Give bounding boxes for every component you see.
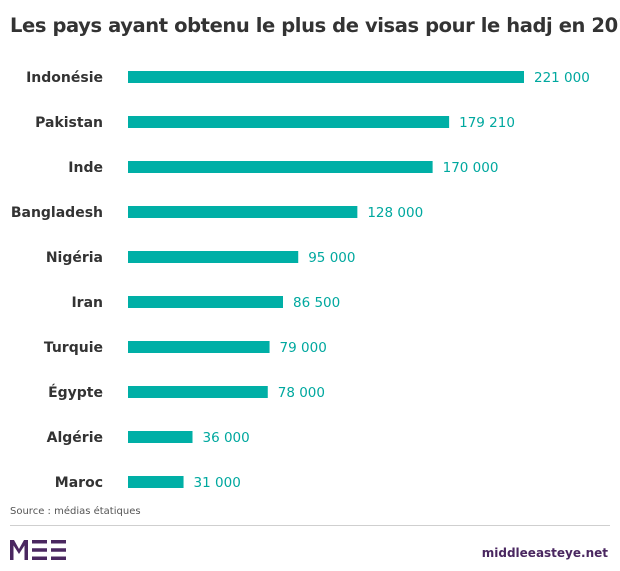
bar [128, 341, 270, 353]
bar [128, 251, 299, 263]
bar [128, 431, 193, 443]
category-label: Inde [68, 160, 103, 176]
category-label: Turquie [44, 340, 103, 356]
category-label: Maroc [55, 475, 103, 491]
category-label: Indonésie [26, 70, 103, 86]
mee-logo [10, 540, 66, 560]
category-label: Pakistan [35, 115, 103, 131]
bar [128, 161, 433, 173]
source-note: Source : médias étatiques [10, 506, 141, 517]
category-label: Algérie [47, 430, 103, 446]
bar [128, 296, 283, 308]
bar [128, 476, 184, 488]
chart-title: Les pays ayant obtenu le plus de visas p… [10, 14, 620, 37]
site-url: middleeasteye.net [481, 546, 608, 560]
value-label: 36 000 [203, 430, 250, 446]
value-label: 78 000 [278, 385, 325, 401]
value-label: 31 000 [194, 475, 241, 491]
category-label: Nigéria [46, 250, 103, 266]
value-label: 86 500 [293, 295, 340, 311]
value-label: 95 000 [308, 250, 355, 266]
value-label: 128 000 [367, 205, 423, 221]
value-label: 179 210 [459, 115, 515, 131]
value-label: 221 000 [534, 70, 590, 86]
bar [128, 206, 358, 218]
category-label: Égypte [48, 384, 103, 401]
bar [128, 386, 268, 398]
footer-divider [10, 525, 610, 526]
bar [128, 71, 524, 83]
bar-chart: Indonésie 221 000 Pakistan 179 210 Inde 170 0… [11, 70, 590, 491]
category-label: Iran [71, 295, 103, 311]
bar [128, 116, 450, 128]
value-label: 79 000 [280, 340, 327, 356]
category-label: Bangladesh [11, 205, 103, 221]
value-label: 170 000 [443, 160, 499, 176]
